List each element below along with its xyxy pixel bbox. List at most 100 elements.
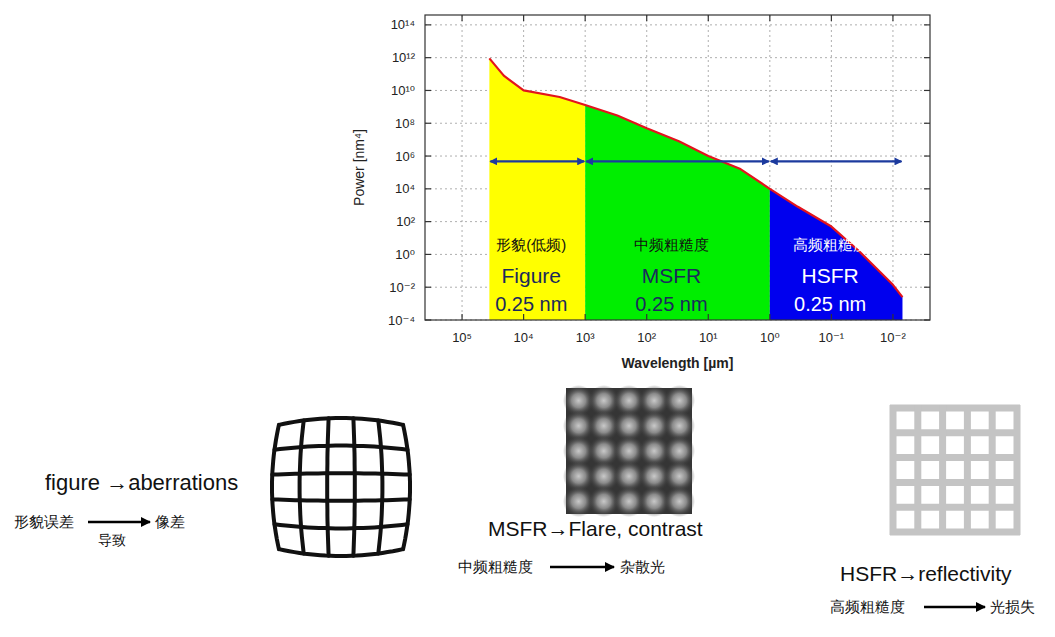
x-grid-line xyxy=(462,15,463,320)
region-rms: 0.25 nm xyxy=(495,293,567,315)
y-tick xyxy=(924,254,930,255)
y-tick-label: 10¹⁴ xyxy=(391,17,415,32)
x-tick-label: 10² xyxy=(637,330,656,345)
cause-arrow xyxy=(550,566,614,569)
region-label: 高频粗糙度 xyxy=(793,236,868,253)
y-tick xyxy=(924,188,930,189)
region-label: 形貌(低频) xyxy=(496,236,566,253)
faded-grid-line xyxy=(890,479,1020,486)
distorted-grid-line xyxy=(279,418,403,425)
page: 10⁵ 10⁴ 10³ 10² 10¹ 10⁰ 10⁻¹ 10⁻² 10⁻⁴ 10⁻² 10⁰ 10²… xyxy=(0,0,1055,637)
y-tick-label: 10⁻² xyxy=(389,280,415,295)
illustration-cause: 中频粗糙度 xyxy=(458,558,533,575)
region-area xyxy=(770,189,903,320)
distorted-grid-line xyxy=(272,473,409,474)
y-tick-label: 10⁴ xyxy=(395,181,415,196)
x-tick-label: 10⁵ xyxy=(452,330,472,345)
region-extent-arrow xyxy=(771,160,902,162)
region-area xyxy=(585,105,770,320)
y-tick xyxy=(924,221,930,222)
psd-curve xyxy=(489,58,902,297)
region-rms: 0.25 nm xyxy=(794,293,866,315)
x-tick xyxy=(585,15,586,21)
distorted-grid-line xyxy=(279,549,403,556)
y-tick xyxy=(425,57,431,58)
faded-grid-line xyxy=(989,405,996,535)
y-tick-label: 10¹² xyxy=(392,50,416,65)
region-name: HSFR xyxy=(802,264,859,287)
illustration-caption: MSFR→Flare, contrast xyxy=(488,517,703,540)
illustration-caption: HSFR→reflectivity xyxy=(840,562,1012,585)
y-tick-label: 10⁸ xyxy=(395,116,415,131)
illustration-cause: 形貌误差 xyxy=(14,513,74,530)
illustration: figure →aberrations 形貌误差 像差导致 xyxy=(14,418,410,556)
illustration-effect: 像差 xyxy=(155,513,185,530)
x-tick xyxy=(892,15,893,21)
x-axis-title: Wavelength [µm] xyxy=(622,355,734,371)
x-tick xyxy=(585,314,586,320)
distorted-grid-line xyxy=(378,421,382,554)
region-rms: 0.25 nm xyxy=(635,293,707,315)
faded-grid-line xyxy=(890,405,897,535)
y-tick-label: 10⁶ xyxy=(395,149,415,164)
illustration: HSFR→reflectivity 高频粗糙度 光损失 xyxy=(830,405,1035,615)
x-tick-label: 10³ xyxy=(576,330,595,345)
distorted-grid-line xyxy=(272,499,409,500)
flare-spot xyxy=(664,486,695,517)
distorted-grid-line xyxy=(272,425,279,549)
y-tick xyxy=(924,24,930,25)
distorted-grid-line xyxy=(300,421,304,554)
illustration: MSFR→Flare, contrast中频粗糙度杂散光 xyxy=(458,385,703,575)
x-tick xyxy=(708,314,709,320)
distorted-grid-line xyxy=(403,425,410,549)
x-tick xyxy=(461,314,462,320)
y-tick xyxy=(425,188,431,189)
illustration-effect: 光损失 xyxy=(990,598,1035,615)
y-tick xyxy=(924,57,930,58)
faded-grid-line xyxy=(939,405,946,535)
illustration-cause: 高频粗糙度 xyxy=(830,598,905,615)
region-name: MSFR xyxy=(642,264,702,287)
axes: 10⁵ 10⁴ 10³ 10² 10¹ 10⁰ 10⁻¹ 10⁻² 10⁻⁴ 10⁻² 10⁰ 10²… xyxy=(351,15,930,371)
y-tick xyxy=(425,287,431,288)
x-tick-label: 10⁻¹ xyxy=(819,330,845,345)
x-tick xyxy=(646,15,647,21)
y-tick xyxy=(924,90,930,91)
x-tick xyxy=(708,15,709,21)
distorted-grid-line xyxy=(275,446,408,450)
x-tick xyxy=(461,15,462,21)
region-label: 中频粗糙度 xyxy=(634,236,709,253)
y-tick xyxy=(924,319,930,320)
y-tick xyxy=(425,123,431,124)
y-tick-label: 10⁰ xyxy=(395,247,415,262)
y-tick-label: 10² xyxy=(396,214,415,229)
x-tick-label: 10⁻² xyxy=(880,330,906,345)
x-grid-line xyxy=(892,15,893,320)
y-tick-label: 10⁻⁴ xyxy=(388,313,415,328)
cause-arrow xyxy=(88,521,150,524)
y-tick xyxy=(425,155,431,156)
region-area xyxy=(489,58,585,320)
distorted-grid-line xyxy=(327,418,328,555)
region-name: Figure xyxy=(502,264,562,287)
faded-grid-line xyxy=(890,405,1020,412)
y-tick xyxy=(924,123,930,124)
region-extent-arrow xyxy=(490,160,584,162)
illustration-verb: 导致 xyxy=(98,532,126,548)
y-tick xyxy=(425,221,431,222)
faded-grid-line xyxy=(890,504,1020,511)
y-tick xyxy=(425,319,431,320)
y-tick xyxy=(924,155,930,156)
x-tick-label: 10⁴ xyxy=(514,330,534,345)
x-tick xyxy=(523,15,524,21)
plot-frame xyxy=(425,15,930,320)
y-tick xyxy=(425,24,431,25)
x-tick-label: 10¹ xyxy=(699,330,718,345)
faded-grid-line xyxy=(890,529,1020,536)
x-tick xyxy=(769,15,770,21)
y-tick xyxy=(924,287,930,288)
y-grid-line xyxy=(425,57,930,58)
illustration-caption: figure →aberrations xyxy=(45,470,238,495)
x-tick-label: 10⁰ xyxy=(760,330,780,345)
cause-arrow xyxy=(924,606,985,609)
